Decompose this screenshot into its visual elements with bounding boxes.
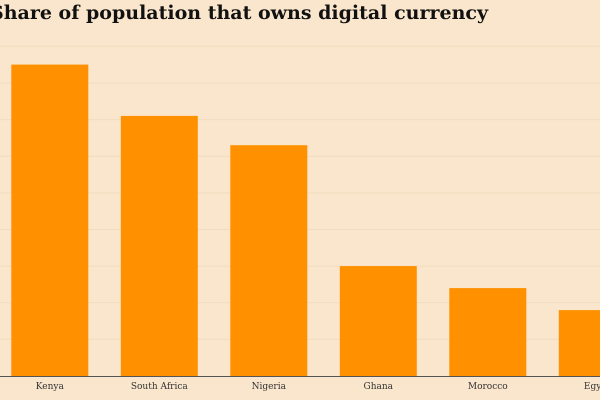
x-tick-label: Nigeria: [252, 382, 287, 392]
x-tick-label: Morocco: [468, 382, 508, 392]
x-tick-label: Egypt: [584, 382, 600, 392]
chart-title: Share of population that owns digital cu…: [0, 2, 488, 24]
bar-kenya: [11, 64, 89, 376]
bar-south-africa: [120, 115, 198, 377]
bar-egypt: [558, 310, 600, 376]
bars: [11, 64, 600, 377]
x-tick-label: South Africa: [131, 382, 189, 392]
bar-nigeria: [230, 145, 308, 376]
x-tick-labels: Kenya South Africa Nigeria Ghana Morocco Egyp…: [36, 382, 600, 392]
bar-ghana: [339, 266, 417, 376]
bar-morocco: [449, 288, 527, 376]
x-tick-label: Ghana: [364, 382, 394, 392]
x-tick-label: Kenya: [36, 382, 65, 392]
